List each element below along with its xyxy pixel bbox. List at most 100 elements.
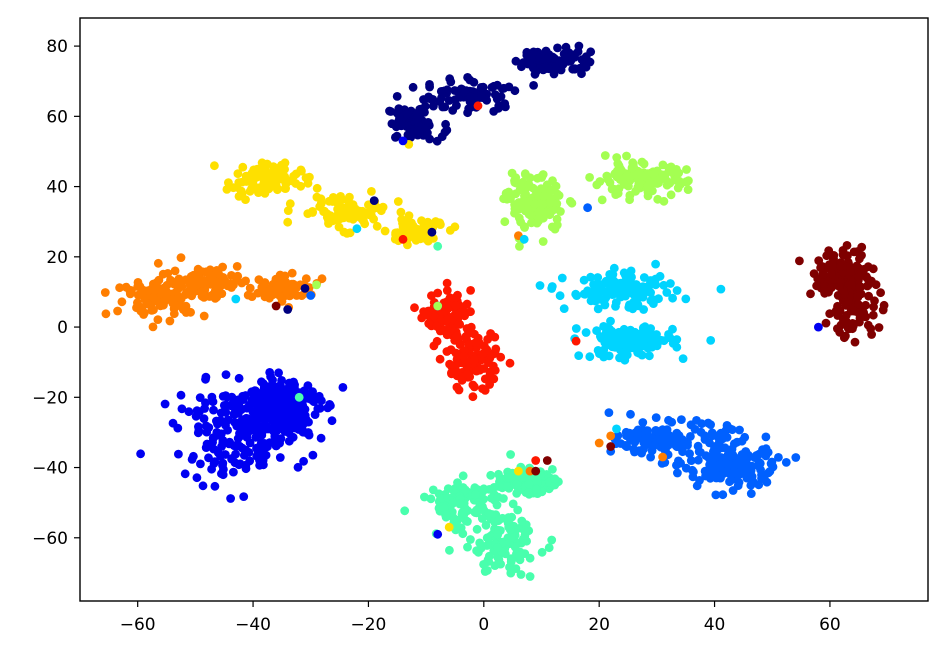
scatter-point xyxy=(709,447,718,456)
scatter-point xyxy=(494,101,504,111)
scatter-point xyxy=(465,75,475,85)
scatter-point xyxy=(716,473,725,483)
scatter-point xyxy=(174,449,183,459)
scatter-point-outlier xyxy=(612,424,621,434)
scatter-point xyxy=(622,431,631,441)
scatter-point xyxy=(874,323,884,332)
scatter-point xyxy=(532,484,541,494)
scatter-point xyxy=(482,95,492,105)
scatter-point xyxy=(774,453,783,462)
scatter-point xyxy=(673,183,683,193)
scatter-point xyxy=(446,77,456,87)
scatter-point xyxy=(747,472,757,481)
scatter-point xyxy=(761,432,771,442)
scatter-point xyxy=(458,471,468,481)
scatter-point xyxy=(493,543,502,552)
scatter-point xyxy=(672,460,681,470)
scatter-point xyxy=(328,193,338,202)
scatter-point xyxy=(301,274,311,284)
scatter-point-outlier xyxy=(398,234,408,244)
scatter-point xyxy=(243,290,253,300)
scatter-point xyxy=(413,126,423,135)
scatter-point xyxy=(516,217,525,227)
scatter-point xyxy=(226,281,236,290)
scatter-point xyxy=(490,332,500,342)
scatter-point xyxy=(448,106,458,115)
scatter-point xyxy=(602,326,612,335)
scatter-point xyxy=(308,387,317,397)
scatter-point xyxy=(468,392,478,402)
scatter-point xyxy=(455,308,465,317)
scatter-point xyxy=(706,336,716,345)
scatter-point xyxy=(692,416,701,425)
scatter-point xyxy=(547,222,557,232)
scatter-point xyxy=(662,288,672,297)
scatter-point-outlier xyxy=(531,456,541,465)
scatter-point xyxy=(654,175,664,185)
scatter-point xyxy=(864,291,873,301)
scatter-point xyxy=(613,189,623,198)
scatter-point xyxy=(204,269,214,278)
scatter-point xyxy=(181,275,191,285)
scatter-point xyxy=(621,278,631,288)
scatter-point xyxy=(534,214,544,223)
scatter-point xyxy=(234,192,244,201)
scatter-point xyxy=(251,421,261,430)
scatter-point xyxy=(678,354,688,363)
scatter-point xyxy=(524,180,534,190)
scatter-point xyxy=(209,275,219,285)
scatter-point xyxy=(630,447,639,457)
scatter-point-outlier xyxy=(352,224,362,234)
scatter-point-outlier xyxy=(606,431,616,441)
scatter-point xyxy=(585,352,595,362)
scatter-point xyxy=(451,348,461,358)
scatter-point xyxy=(420,492,429,502)
scatter-point xyxy=(261,450,271,460)
scatter-point xyxy=(489,374,499,384)
scatter-point xyxy=(555,291,565,301)
scatter-point xyxy=(480,386,490,395)
scatter-point xyxy=(499,494,508,503)
scatter-point xyxy=(308,208,317,217)
scatter-point xyxy=(133,301,143,311)
scatter-point xyxy=(484,509,494,518)
scatter-point xyxy=(761,451,771,461)
scatter-point xyxy=(746,489,756,498)
scatter-point xyxy=(391,122,401,132)
scatter-point xyxy=(633,348,642,357)
scatter-point-outlier xyxy=(514,466,523,476)
scatter-point xyxy=(629,297,639,307)
scatter-point xyxy=(458,529,468,539)
scatter-point xyxy=(676,441,686,451)
scatter-point xyxy=(472,366,481,376)
scatter-point xyxy=(254,183,264,193)
scatter-point xyxy=(271,180,281,190)
scatter-point xyxy=(577,69,586,79)
scatter-point xyxy=(274,368,283,378)
scatter-point xyxy=(443,304,453,313)
scatter-point xyxy=(297,291,307,300)
scatter-point xyxy=(493,530,503,540)
x-axis: −60 −40 −20 0 20 40 60 xyxy=(120,601,841,635)
scatter-point xyxy=(298,401,308,410)
scatter-point xyxy=(479,560,488,569)
scatter-point xyxy=(492,500,502,510)
scatter-point xyxy=(455,499,465,509)
scatter-point xyxy=(613,159,623,169)
scatter-point xyxy=(481,520,491,530)
scatter-point xyxy=(265,368,275,377)
scatter-point xyxy=(450,86,460,95)
scatter-point-outlier xyxy=(398,136,408,146)
scatter-point xyxy=(607,184,617,194)
scatter-point xyxy=(580,289,590,299)
scatter-point xyxy=(612,332,622,342)
scatter-point xyxy=(853,292,863,302)
scatter-point-outlier xyxy=(531,466,541,476)
scatter-point xyxy=(643,426,652,436)
scatter-point xyxy=(442,330,452,340)
scatter-point xyxy=(170,266,180,276)
scatter-point xyxy=(165,316,175,326)
scatter-point xyxy=(662,180,672,190)
scatter-point xyxy=(611,298,621,307)
scatter-point xyxy=(429,341,439,351)
